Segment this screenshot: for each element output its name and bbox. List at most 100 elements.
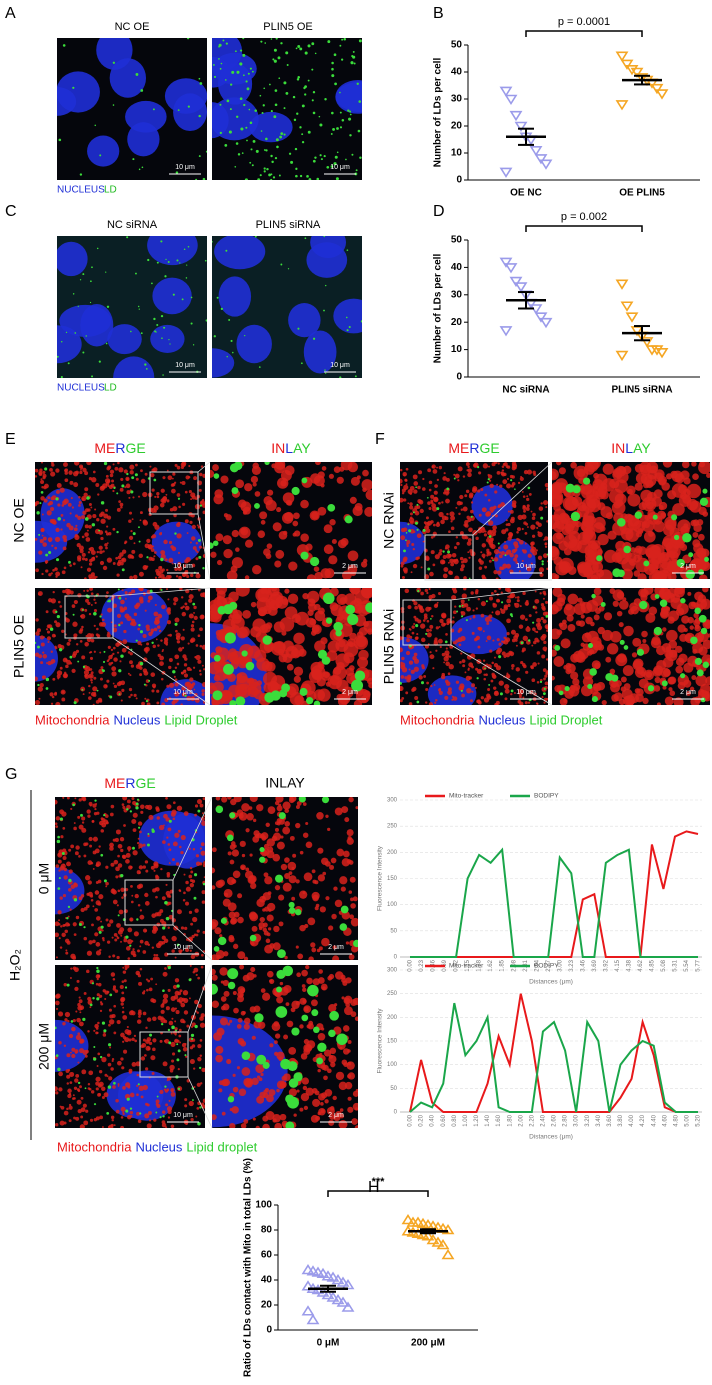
lipid-droplet — [249, 934, 257, 942]
mito — [439, 549, 443, 553]
x-tick-label: OE NC — [510, 188, 542, 199]
mito — [67, 502, 72, 507]
mito — [227, 797, 232, 800]
mito — [97, 1021, 100, 1025]
mito — [316, 812, 324, 820]
mito — [38, 550, 43, 555]
mito — [171, 700, 176, 705]
lipid-droplet — [83, 926, 86, 929]
mito — [310, 473, 321, 484]
mito — [92, 470, 96, 474]
mito — [159, 1039, 163, 1043]
mito — [460, 599, 465, 604]
lipid-droplet — [461, 615, 464, 618]
y-tick-label: 20 — [451, 121, 463, 132]
x-tick-label: OE PLIN5 — [619, 188, 665, 199]
mito — [692, 531, 699, 538]
lipid-droplet — [241, 650, 248, 657]
mito — [55, 571, 61, 577]
mito — [502, 479, 508, 485]
mito — [202, 812, 205, 815]
mito — [55, 825, 59, 829]
lipid-droplet — [427, 567, 431, 571]
mito — [337, 539, 347, 549]
mito — [466, 606, 471, 612]
mito — [212, 847, 217, 853]
mito — [524, 601, 530, 606]
lipid-droplet — [49, 627, 54, 631]
mito — [226, 570, 238, 579]
mito — [545, 625, 548, 630]
mito — [421, 664, 425, 668]
mito — [153, 863, 159, 869]
mito — [139, 519, 142, 522]
mito — [329, 519, 336, 526]
mito — [145, 978, 149, 981]
lipid-droplet — [354, 670, 366, 681]
mito — [278, 530, 288, 540]
mito — [199, 1054, 203, 1057]
mito — [355, 1089, 358, 1093]
mito — [98, 894, 104, 900]
mito — [240, 1123, 247, 1128]
mito — [142, 519, 148, 524]
mito — [491, 529, 497, 534]
mito — [577, 531, 591, 546]
mito — [615, 540, 626, 552]
mito — [489, 543, 494, 548]
mito — [405, 467, 409, 471]
mito — [536, 526, 539, 530]
mito — [429, 628, 432, 632]
mito — [191, 934, 195, 939]
mito — [145, 1045, 151, 1051]
data-point — [514, 121, 528, 133]
mito — [343, 997, 351, 1005]
mito — [169, 633, 172, 637]
lipid-droplet — [254, 502, 260, 509]
micrograph — [212, 38, 362, 180]
row-label: 0 μM — [36, 863, 52, 894]
mito — [467, 667, 470, 670]
mito — [494, 490, 498, 494]
mito — [93, 650, 96, 653]
lipid-droplet — [45, 677, 50, 682]
lipid-droplet — [230, 339, 233, 342]
mito — [180, 850, 184, 855]
mito — [75, 1010, 78, 1013]
mito — [117, 1083, 120, 1086]
mito — [217, 879, 225, 887]
mito — [173, 481, 177, 484]
mito — [90, 592, 94, 596]
lipid-droplet — [118, 597, 122, 600]
lipid-droplet — [325, 372, 327, 374]
mito — [545, 600, 548, 604]
mito — [284, 820, 291, 827]
mito — [140, 469, 143, 473]
mito — [266, 902, 276, 912]
lipid-droplet — [682, 532, 692, 543]
lipid-droplet — [106, 305, 110, 308]
lipid-droplet — [446, 487, 450, 491]
mito — [182, 628, 185, 631]
mito — [303, 872, 313, 882]
mito — [85, 875, 91, 881]
lipid-droplet — [299, 687, 308, 696]
mito — [338, 1119, 348, 1128]
mito — [274, 821, 279, 826]
lipid-droplet — [165, 916, 170, 921]
lipid-droplet — [177, 109, 180, 111]
mito — [485, 640, 488, 642]
mito — [219, 934, 223, 938]
lipid-droplet — [265, 137, 268, 141]
lipid-droplet — [113, 1081, 116, 1085]
mito — [688, 601, 696, 610]
connector — [112, 637, 211, 706]
mito — [68, 470, 73, 475]
mito — [517, 514, 523, 521]
mito — [311, 947, 317, 953]
scale-label: 2 μm — [680, 563, 696, 570]
mito — [74, 514, 79, 518]
mito — [106, 542, 109, 545]
lipid-droplet — [258, 366, 261, 368]
mito — [531, 644, 534, 647]
